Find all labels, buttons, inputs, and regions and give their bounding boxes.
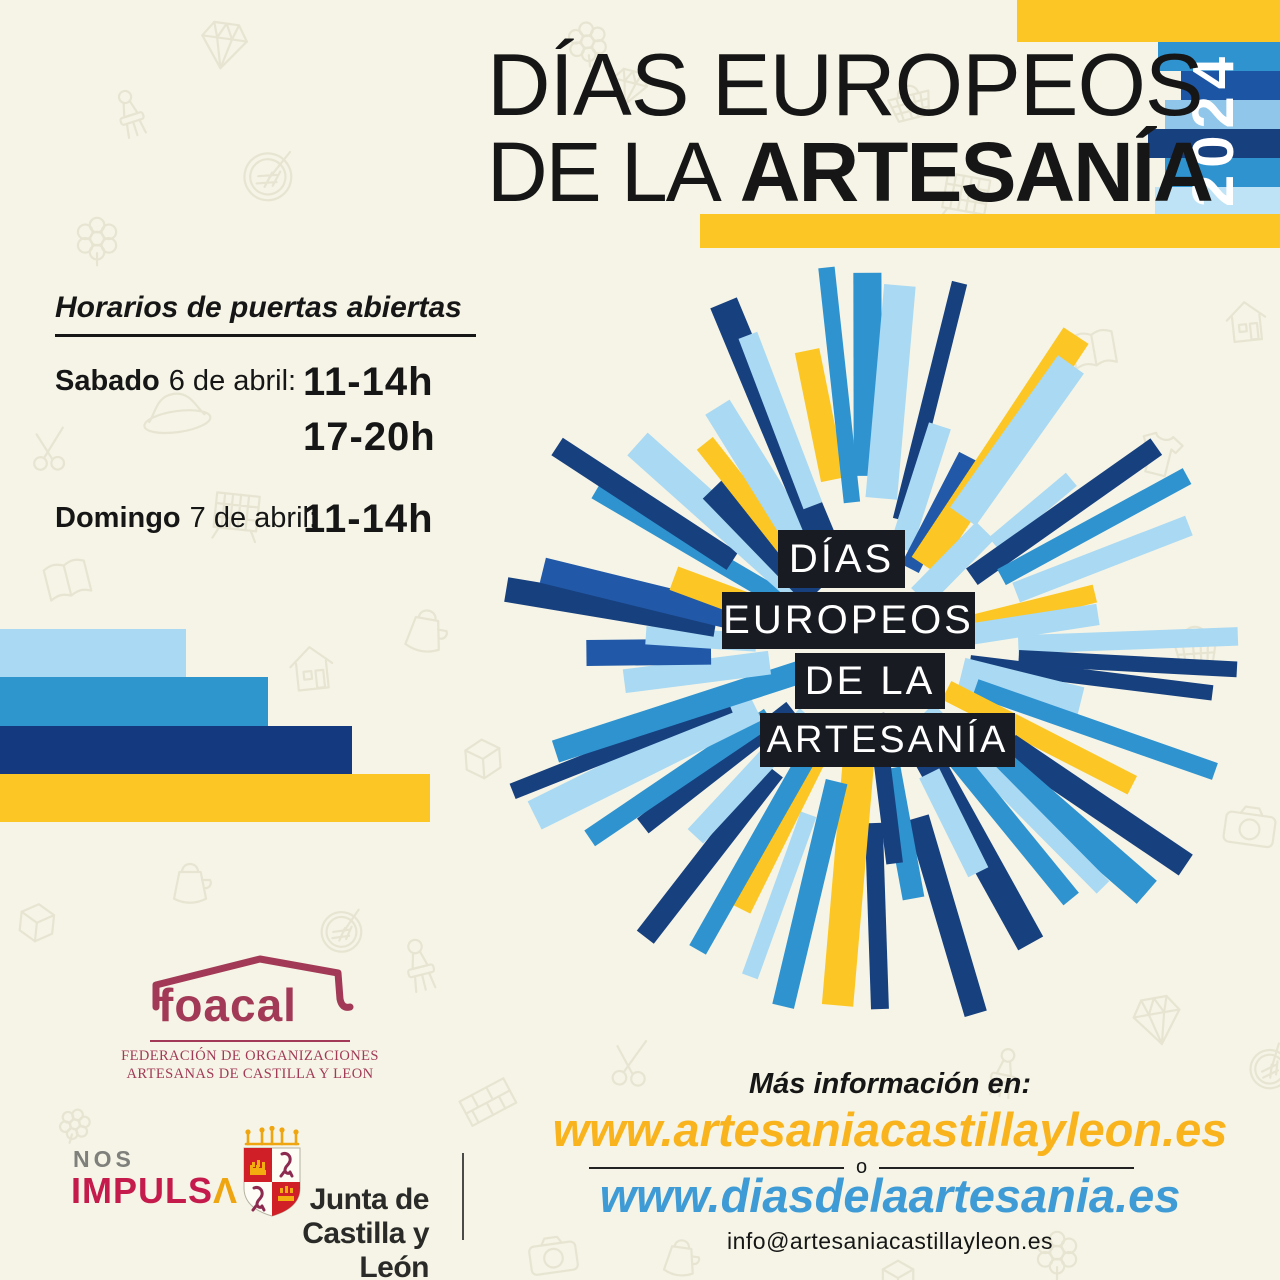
junta-name-line1: Junta de bbox=[309, 1183, 430, 1216]
craft-icon-flower bbox=[55, 1104, 94, 1148]
foacal-caption-line1: FEDERACIÓN DE ORGANIZACIONES bbox=[121, 1048, 379, 1064]
poster-title-line1: DÍAS EUROPEOS bbox=[487, 35, 1204, 134]
info-url-secondary[interactable]: www.diasdelaartesania.es bbox=[599, 1169, 1181, 1222]
burst-label-artesania: ARTESANÍA bbox=[760, 713, 1015, 767]
sponsor-divider-line bbox=[462, 1153, 464, 1240]
info-separator: o bbox=[589, 1156, 1134, 1179]
info-heading: Más información en: bbox=[749, 1068, 1031, 1100]
impulsa-prefix: IMPULS bbox=[71, 1170, 214, 1211]
junta-castilla-leon-name: Junta de Castilla y León bbox=[235, 1183, 429, 1280]
foacal-logo: foacal bbox=[152, 955, 354, 1030]
info-url-primary[interactable]: www.artesaniacastillayleon.es bbox=[552, 1103, 1228, 1156]
craft-icon-hoop bbox=[1245, 1041, 1280, 1093]
schedule-time-sun-1: 11-14h bbox=[303, 497, 434, 541]
schedule-row-saturday: Sabado 6 de abril: bbox=[55, 365, 296, 398]
craft-icon-house bbox=[1223, 298, 1269, 344]
craft-icon-box bbox=[17, 901, 57, 945]
year-top-yellow-bar bbox=[1017, 0, 1280, 42]
craft-icon-basket bbox=[1170, 623, 1220, 665]
craft-icon-tshirt bbox=[1134, 428, 1186, 480]
craft-icon-pot bbox=[403, 606, 452, 657]
nos-impulsa-wordmark: IMPULSΛ bbox=[71, 1170, 238, 1212]
craft-icon-gem bbox=[196, 19, 251, 73]
year-bar-1 bbox=[1158, 42, 1280, 71]
schedule-date-saturday: 6 de abril: bbox=[168, 365, 297, 397]
craft-icon-hoop bbox=[317, 903, 366, 956]
craft-icon-tool bbox=[110, 86, 150, 140]
craft-icon-book bbox=[41, 556, 93, 602]
craft-icon-tool bbox=[399, 935, 440, 994]
impulsa-caret-a: Λ bbox=[213, 1170, 239, 1211]
schedule-heading: Horarios de puertas abiertas bbox=[55, 291, 476, 337]
craft-icon-box bbox=[463, 737, 503, 781]
year-bar-4 bbox=[1148, 129, 1280, 158]
junta-name-line2: Castilla y León bbox=[302, 1217, 429, 1280]
year-bar-5 bbox=[1165, 158, 1280, 187]
craft-icon-hoop bbox=[238, 142, 299, 206]
schedule-time-sat-2: 17-20h bbox=[303, 415, 436, 459]
schedule-day-sunday: Domingo bbox=[55, 502, 181, 534]
foacal-divider bbox=[150, 1040, 350, 1042]
craft-icon-pot bbox=[172, 862, 213, 905]
burst-label-dela: DE LA bbox=[795, 653, 945, 709]
schedule-time-sat-1: 11-14h bbox=[303, 360, 434, 404]
separator-line-right bbox=[879, 1166, 1134, 1169]
year-bar-2 bbox=[1181, 71, 1280, 100]
left-bar-navy bbox=[0, 726, 352, 774]
left-bar-lightblue bbox=[0, 629, 186, 677]
craft-icon-scissors bbox=[26, 426, 73, 476]
craft-icon-house bbox=[286, 643, 337, 693]
poster-title-line2-bold: ARTESANÍA bbox=[739, 125, 1214, 219]
left-bar-blue bbox=[0, 677, 268, 726]
craft-icon-flower bbox=[76, 216, 118, 267]
craft-icon-box bbox=[881, 1259, 915, 1280]
nos-impulsa-nos: NOS bbox=[73, 1146, 135, 1172]
poster-title-line2-prefix: DE LA bbox=[487, 125, 722, 219]
foacal-caption-line2: ARTESANAS DE CASTILLA Y LEON bbox=[126, 1066, 374, 1082]
year-bar-6 bbox=[1155, 187, 1280, 214]
schedule-date-sunday: 7 de abril: bbox=[189, 502, 318, 534]
junta-castilla-leon-shield bbox=[243, 1126, 301, 1217]
burst-label-europeos: EUROPEOS bbox=[722, 592, 975, 649]
craft-icon-book bbox=[1069, 327, 1119, 371]
separator-line-left bbox=[589, 1166, 844, 1169]
separator-o: o bbox=[855, 1156, 868, 1178]
year-bar-3 bbox=[1165, 100, 1280, 129]
svg-text:foacal: foacal bbox=[158, 979, 297, 1030]
craft-icon-camera bbox=[1221, 802, 1279, 850]
craft-icon-gem bbox=[1129, 992, 1187, 1050]
poster-title-line2: DE LA ARTESANÍA bbox=[487, 124, 1214, 221]
left-bar-yellow bbox=[0, 774, 430, 822]
burst-label-dias: DÍAS bbox=[778, 530, 905, 588]
schedule-row-sunday: Domingo 7 de abril: bbox=[55, 502, 317, 535]
info-email[interactable]: info@artesaniacastillayleon.es bbox=[726, 1228, 1054, 1254]
schedule-day-saturday: Sabado bbox=[55, 365, 160, 397]
